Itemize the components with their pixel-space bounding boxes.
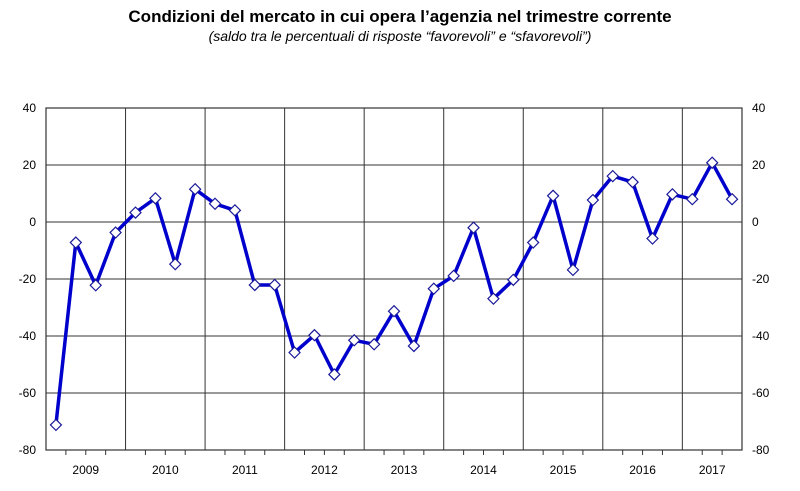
data-point-diamond [725, 192, 739, 206]
data-point-diamond [248, 278, 262, 292]
data-point-diamond [347, 333, 361, 347]
data-point-diamond [387, 304, 401, 318]
data-point-diamond [427, 282, 441, 296]
data-point-diamond [268, 278, 282, 292]
x-tick-label-year: 2012 [311, 463, 338, 477]
data-point-diamond [705, 156, 719, 170]
data-point-diamond [168, 257, 182, 271]
data-point-diamond [49, 418, 63, 432]
data-point-diamond [308, 328, 321, 342]
data-point-diamond [506, 273, 520, 287]
data-point-diamond [188, 182, 202, 196]
data-point-diamond [208, 197, 222, 211]
y-tick-label-right: -60 [752, 386, 770, 400]
y-tick-label-right: -40 [752, 329, 770, 343]
y-tick-label-left: -20 [19, 272, 37, 286]
chart-subtitle: (saldo tra le percentuali di risposte “f… [208, 28, 592, 44]
y-tick-label-left: -60 [19, 386, 37, 400]
data-point-diamond [467, 221, 480, 235]
y-tick-label-left: -80 [19, 443, 37, 457]
data-point-diamond [646, 232, 659, 245]
y-tick-label-right: -80 [752, 443, 770, 457]
data-point-diamond [487, 292, 500, 306]
x-tick-label-year: 2009 [72, 463, 99, 477]
y-tick-label-right: 40 [752, 101, 766, 115]
data-point-diamond [288, 346, 301, 359]
y-tick-label-left: 40 [23, 101, 37, 115]
data-point-diamond [69, 236, 83, 249]
x-tick-label-year: 2014 [470, 463, 497, 477]
x-tick-label-year: 2010 [152, 463, 179, 477]
data-point-diamond [228, 203, 242, 217]
y-tick-label-left: 0 [29, 215, 36, 229]
x-tick-label-year: 2017 [699, 463, 726, 477]
chart-title: Condizioni del mercato in cui opera l’ag… [128, 7, 672, 26]
x-tick-label-year: 2016 [629, 463, 656, 477]
data-point-diamond [367, 337, 381, 351]
data-point-diamond [327, 368, 341, 381]
data-point-diamond [109, 226, 122, 239]
y-tick-label-left: -40 [19, 329, 37, 343]
x-tick-label-year: 2011 [232, 463, 258, 477]
x-tick-label-year: 2015 [550, 463, 577, 477]
plot-frame [45, 107, 743, 451]
data-point-diamond [566, 263, 580, 277]
data-point-diamond [606, 169, 620, 183]
data-point-diamond [129, 206, 142, 219]
data-point-diamond [666, 188, 679, 201]
data-point-diamond [407, 339, 421, 353]
data-point-diamond [685, 192, 699, 206]
x-tick-label-year: 2013 [391, 463, 418, 477]
data-point-diamond [626, 175, 639, 189]
y-tick-label-right: -20 [752, 272, 770, 286]
y-tick-label-left: 20 [23, 158, 37, 172]
data-point-diamond [89, 278, 103, 292]
y-tick-label-right: 0 [752, 215, 759, 229]
data-point-diamond [149, 191, 162, 205]
data-point-diamond [447, 269, 461, 283]
y-tick-label-right: 20 [752, 158, 766, 172]
data-point-diamond [586, 193, 600, 207]
data-point-diamond [526, 236, 540, 249]
data-point-diamond [546, 189, 560, 203]
